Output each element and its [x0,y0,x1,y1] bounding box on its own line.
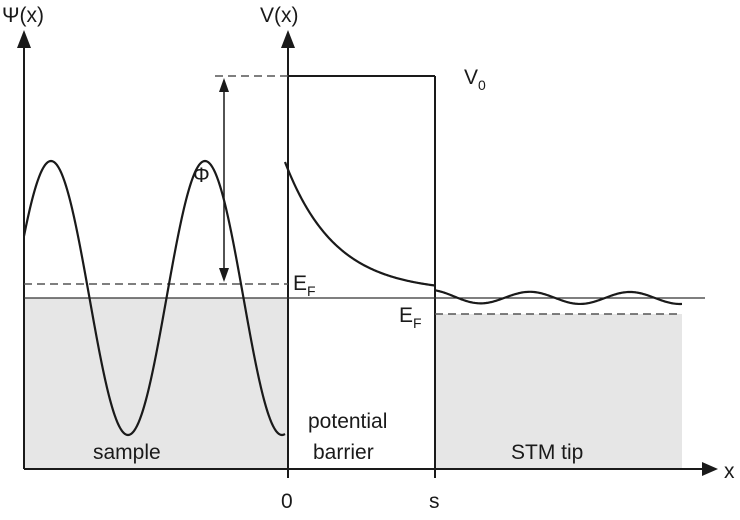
tip-fermi-label: EF [399,304,422,331]
wavefunction-barrier-decay [283,161,436,287]
x-axis-arrowhead [702,462,718,476]
work-function-label: Φ [193,164,210,187]
work-function-arrowhead-top [219,78,229,92]
v-axis-label: V(x) [260,4,299,27]
work-function-arrowhead-bottom [219,268,229,282]
v0-label: V0 [464,66,486,93]
v-axis-arrowhead [281,30,295,48]
sample-fermi-label: EF [293,272,316,299]
wavefunction-tip-oscillation [434,289,683,306]
psi-axis-label: Ψ(x) [2,4,44,27]
sample-filled-region [24,298,288,469]
wavefunction-sample-oscillation [22,159,286,437]
s-label: s [429,490,440,513]
barrier-region-label-line1: potential [308,410,387,433]
tip-filled-region [435,314,682,469]
x-axis-label: x [724,460,735,483]
tip-region-label: STM tip [511,441,583,464]
origin-label: 0 [281,490,293,513]
barrier-region-label-line2: barrier [313,441,374,464]
sample-region-label: sample [93,441,161,464]
psi-axis-arrowhead [17,30,31,48]
